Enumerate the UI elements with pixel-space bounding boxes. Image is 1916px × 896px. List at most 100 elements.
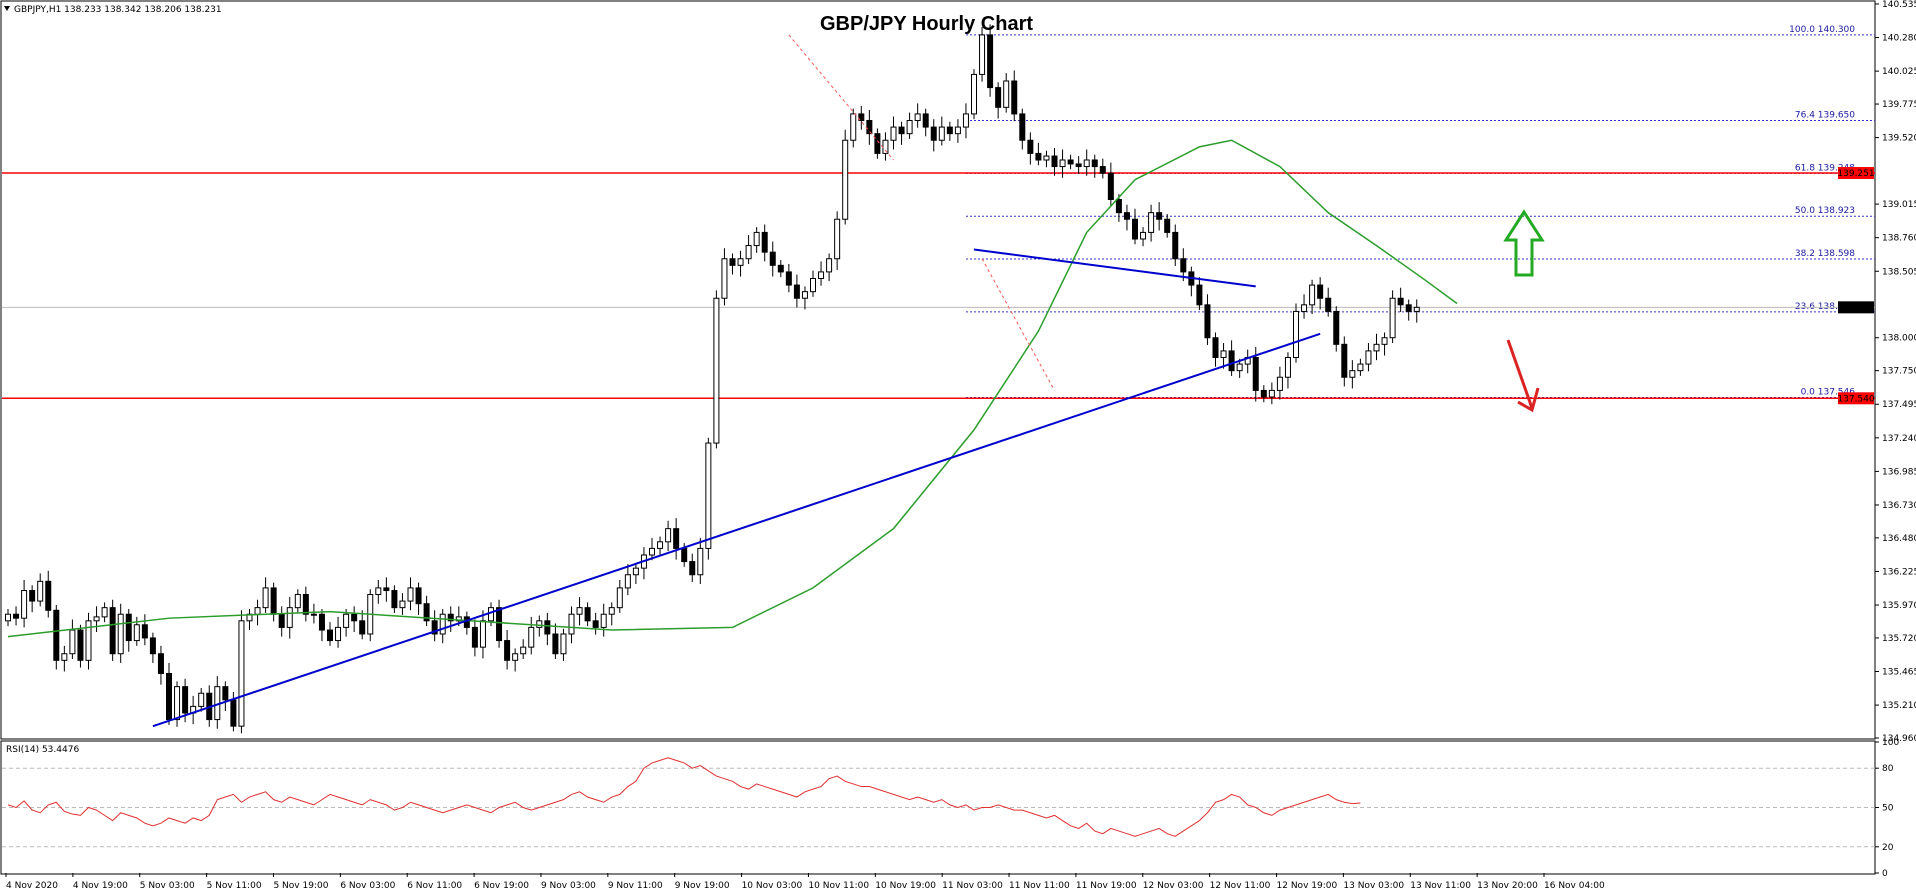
candle-body bbox=[351, 613, 358, 622]
candle-body bbox=[407, 587, 414, 602]
rsi-tick-label: 100 bbox=[1882, 738, 1899, 748]
y-tick-label: 136.480 bbox=[1882, 534, 1916, 544]
candle-body bbox=[37, 580, 44, 602]
candle-body bbox=[1373, 343, 1380, 352]
candle-body bbox=[149, 637, 156, 655]
candle-body bbox=[624, 574, 631, 589]
x-tick-label: 12 Nov 11:00 bbox=[1210, 881, 1271, 891]
candle-body bbox=[673, 528, 680, 549]
x-tick-label: 6 Nov 03:00 bbox=[340, 881, 395, 891]
candle-body bbox=[1357, 363, 1364, 372]
candle-body bbox=[1284, 356, 1291, 378]
x-tick-label: 16 Nov 04:00 bbox=[1544, 881, 1605, 891]
candle-body bbox=[198, 692, 205, 707]
candle-body bbox=[649, 547, 655, 556]
price-level-tag bbox=[1838, 167, 1874, 180]
x-tick-label: 5 Nov 11:00 bbox=[207, 881, 262, 891]
candle-body bbox=[721, 258, 728, 299]
rsi-tick-label: 50 bbox=[1882, 804, 1894, 814]
candle-body bbox=[157, 653, 164, 674]
candle-body bbox=[504, 640, 511, 661]
y-tick-label: 138.760 bbox=[1882, 234, 1916, 244]
candle-body bbox=[665, 528, 672, 543]
candle-body bbox=[1180, 258, 1187, 273]
candle-body bbox=[77, 629, 84, 661]
candle-body bbox=[914, 113, 921, 121]
rsi-label: RSI(14) 53.4476 bbox=[6, 745, 79, 755]
candle-body bbox=[1236, 363, 1243, 372]
y-tick-label: 135.210 bbox=[1882, 701, 1916, 711]
candle-body bbox=[979, 34, 986, 75]
candle-body bbox=[793, 284, 800, 299]
candle-body bbox=[568, 613, 575, 635]
y-tick-label: 139.775 bbox=[1882, 100, 1916, 110]
descending-resistance-trendline bbox=[973, 248, 1256, 288]
candle-body bbox=[447, 613, 454, 622]
candle-body bbox=[1301, 304, 1308, 312]
symbol-info: GBPJPY,H1 138.233 138.342 138.206 138.23… bbox=[14, 5, 222, 15]
candle-body bbox=[858, 113, 865, 121]
candle-body bbox=[818, 271, 825, 279]
candle-body bbox=[53, 609, 60, 661]
price-level-tag bbox=[1838, 392, 1874, 405]
candle-body bbox=[1317, 284, 1324, 299]
candle-body bbox=[5, 613, 11, 622]
y-tick-label: 139.015 bbox=[1882, 200, 1916, 210]
x-tick-label: 5 Nov 03:00 bbox=[140, 881, 195, 891]
candle-body bbox=[1083, 159, 1090, 168]
candle-body bbox=[117, 613, 124, 655]
y-tick-label: 137.495 bbox=[1882, 400, 1916, 410]
x-tick-label: 9 Nov 11:00 bbox=[608, 881, 663, 891]
candle-body bbox=[471, 626, 478, 648]
candle-body bbox=[753, 231, 760, 247]
candle-body bbox=[850, 113, 857, 141]
rising-support-trendline bbox=[152, 332, 1321, 728]
candle-body bbox=[1413, 306, 1420, 312]
candle-body bbox=[801, 291, 808, 299]
candle-body bbox=[496, 607, 503, 642]
candle-body bbox=[182, 686, 189, 714]
candle-body bbox=[1027, 139, 1034, 154]
y-tick-label: 134.960 bbox=[1882, 734, 1916, 744]
x-tick-label: 9 Nov 03:00 bbox=[541, 881, 596, 891]
y-tick-label: 136.730 bbox=[1882, 501, 1916, 511]
x-tick-label: 13 Nov 11:00 bbox=[1410, 881, 1471, 891]
candle-body bbox=[1035, 152, 1042, 161]
rsi-line bbox=[7, 757, 1361, 837]
x-tick-label: 10 Nov 19:00 bbox=[875, 881, 936, 891]
y-tick-label: 137.240 bbox=[1882, 434, 1916, 444]
candle-body bbox=[85, 620, 92, 661]
candle-body bbox=[608, 607, 615, 615]
candle-body bbox=[230, 699, 237, 727]
candle-body bbox=[954, 126, 961, 135]
candle-body bbox=[1132, 218, 1138, 240]
candle-body bbox=[29, 590, 36, 602]
main-plot-frame bbox=[0, 0, 1876, 740]
candle-body bbox=[1309, 284, 1316, 306]
candle-body bbox=[1293, 310, 1299, 358]
y-tick-label: 138.000 bbox=[1882, 334, 1916, 344]
candle-body bbox=[166, 672, 172, 721]
candle-body bbox=[278, 613, 285, 628]
candle-body bbox=[302, 593, 309, 615]
fib-swing-line bbox=[981, 258, 1055, 391]
down-arrow-icon bbox=[1517, 387, 1540, 413]
candle-body bbox=[61, 653, 68, 661]
candle-body bbox=[922, 113, 929, 128]
candle-body bbox=[1003, 80, 1010, 108]
candle-body bbox=[1220, 350, 1227, 358]
candle-body bbox=[1397, 297, 1404, 306]
candle-body bbox=[632, 567, 639, 576]
candle-body bbox=[1405, 304, 1412, 312]
fib-level-label: 61.8 139.248 bbox=[1795, 163, 1855, 173]
candle-body bbox=[343, 613, 350, 628]
menu-triangle-icon[interactable] bbox=[4, 6, 10, 11]
candle-body bbox=[431, 620, 438, 635]
candle-body bbox=[544, 620, 551, 635]
candle-body bbox=[898, 126, 905, 135]
candle-body bbox=[1099, 166, 1106, 174]
candle-body bbox=[222, 686, 229, 701]
x-tick-label: 6 Nov 19:00 bbox=[474, 881, 529, 891]
candle-body bbox=[866, 119, 873, 135]
